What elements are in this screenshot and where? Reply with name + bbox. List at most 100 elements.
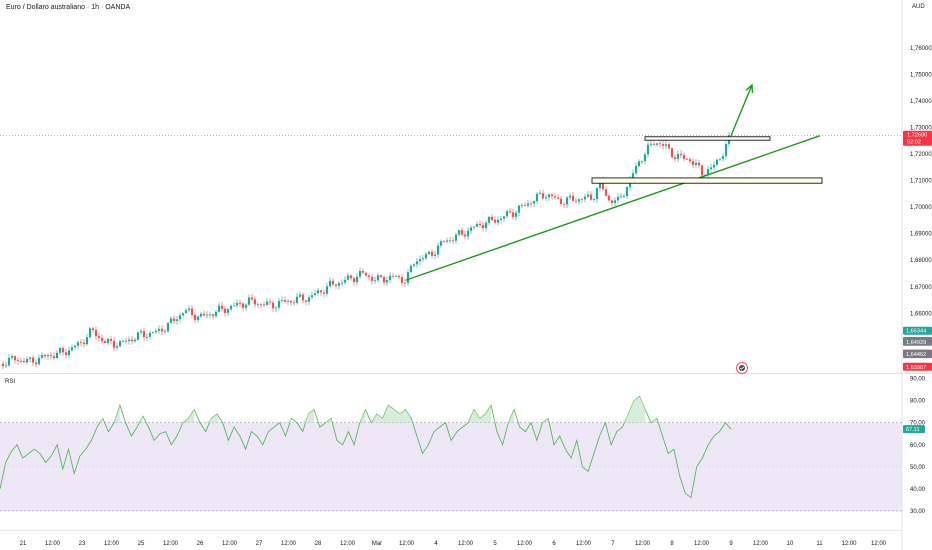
candle-body: [22, 361, 26, 363]
candle-body: [376, 275, 380, 281]
candle-body: [502, 216, 506, 219]
candle: [55, 349, 59, 359]
candle-body: [16, 360, 20, 362]
time-tick-label: 12:00: [222, 541, 238, 547]
candle-body: [130, 339, 134, 342]
candle: [118, 339, 122, 348]
candle-body: [226, 309, 230, 313]
candle: [610, 199, 614, 207]
candle: [529, 200, 533, 207]
candle: [502, 215, 506, 222]
candle: [238, 299, 242, 307]
candle-body: [193, 314, 197, 321]
candle-body: [298, 294, 302, 297]
candle: [331, 278, 335, 286]
rsi-overbought-fill: [325, 418, 332, 423]
candle: [499, 216, 503, 224]
candle-body: [94, 329, 98, 337]
candle: [313, 289, 317, 296]
candle-body: [397, 275, 401, 278]
rsi-overbought-fill: [388, 405, 395, 423]
tradingview-logo-icon[interactable]: [736, 362, 748, 374]
candle: [430, 248, 434, 259]
candle: [262, 301, 266, 308]
candle: [322, 289, 326, 298]
candle: [268, 298, 272, 305]
candle: [577, 197, 581, 205]
candle-body: [289, 300, 293, 303]
price-tick-label: 1,67000: [910, 285, 932, 291]
candle: [298, 291, 302, 298]
time-tick-label: 10: [787, 541, 794, 547]
rsi-overbought-fill: [211, 413, 218, 423]
price-tick-label: 1,68000: [910, 258, 932, 264]
time-axis[interactable]: 21 12:00 23 12:00 25 12:00 26 12:00 27 12:00 28 12:…: [0, 530, 902, 548]
candle: [40, 352, 44, 360]
candle-body: [55, 352, 59, 359]
candle: [10, 353, 14, 361]
candle: [694, 159, 698, 169]
candle-body: [319, 290, 323, 293]
candle: [82, 338, 86, 348]
price-tags: 1,7269052:021,653441,649591,649291,64482…: [903, 130, 932, 371]
candle-body: [157, 328, 161, 331]
candle-body: [409, 265, 413, 273]
candle: [202, 310, 206, 317]
candle: [580, 197, 584, 204]
candle-body: [178, 315, 182, 320]
candle-body: [337, 283, 341, 286]
candle-body: [292, 302, 296, 304]
candle-body: [478, 223, 482, 226]
candle-body: [607, 195, 611, 201]
candle: [712, 161, 716, 171]
candle: [424, 252, 428, 261]
time-tick-label: 12:00: [753, 541, 769, 547]
candle-body: [295, 296, 299, 303]
candle-body: [616, 196, 620, 201]
drawing-layer[interactable]: [405, 83, 823, 281]
candle-body: [160, 328, 164, 332]
candle-body: [355, 276, 359, 283]
candle: [481, 221, 485, 232]
candle: [589, 191, 593, 201]
candle: [487, 216, 491, 226]
candle-body: [715, 159, 719, 165]
candle: [208, 311, 212, 319]
candle-body: [655, 143, 659, 145]
candle-body: [274, 307, 278, 309]
candle-body: [640, 161, 644, 162]
candle-body: [496, 219, 500, 223]
rsi-tick-label: 60,00: [910, 443, 926, 449]
candle: [709, 163, 713, 173]
candle-body: [310, 295, 314, 298]
candle-body: [64, 352, 68, 356]
candle-body: [403, 282, 407, 284]
rsi-pane: 90,00 80,00 70,00 60,00 50,00 40,00 30,00 67,11: [0, 377, 926, 515]
price-tick-label: 1,66000: [910, 311, 932, 317]
candle-body: [481, 225, 485, 229]
candle: [412, 262, 416, 268]
candle: [151, 331, 155, 334]
candle: [94, 326, 98, 340]
candle: [286, 298, 290, 306]
candle-body: [58, 347, 62, 353]
time-tick-label: 12:00: [871, 541, 887, 547]
candle-body: [184, 310, 188, 314]
candle-body: [133, 339, 137, 342]
price-axis-currency: AUD: [912, 4, 925, 10]
time-tick-label: 12:00: [281, 541, 297, 547]
candle: [241, 302, 245, 312]
candle-body: [187, 308, 191, 311]
candle: [679, 150, 683, 159]
candle: [496, 216, 500, 226]
candle: [568, 192, 572, 201]
price-tag: [903, 362, 932, 371]
candle: [625, 186, 629, 200]
time-tick-label: 9: [729, 541, 733, 547]
candle-body: [61, 347, 65, 353]
candle: [364, 271, 368, 278]
candle: [163, 328, 167, 335]
candle-body: [625, 187, 629, 196]
candle: [646, 141, 650, 158]
